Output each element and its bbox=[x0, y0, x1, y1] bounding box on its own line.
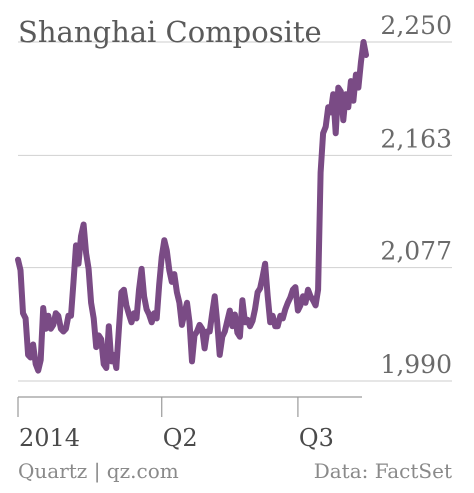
y-tick-label: 2,250 bbox=[380, 11, 452, 40]
x-tick-label: Q3 bbox=[299, 424, 334, 452]
series-layer bbox=[15, 39, 369, 374]
data-source: Data: FactSet bbox=[314, 459, 452, 483]
y-tick-label: 2,163 bbox=[380, 124, 452, 153]
x-tick-label: Q2 bbox=[163, 424, 198, 452]
chart-title: Shanghai Composite bbox=[18, 15, 322, 49]
series-line bbox=[15, 39, 369, 374]
x-axis: 2014 Q2 Q3 bbox=[17, 397, 334, 452]
y-tick-label: 2,077 bbox=[380, 237, 452, 266]
y-axis: 2,250 2,163 2,077 1,990 bbox=[380, 11, 452, 379]
x-tick-label: 2014 bbox=[19, 424, 80, 452]
source-credit: Quartz | qz.com bbox=[18, 459, 179, 484]
y-tick-label: 1,990 bbox=[380, 350, 452, 379]
